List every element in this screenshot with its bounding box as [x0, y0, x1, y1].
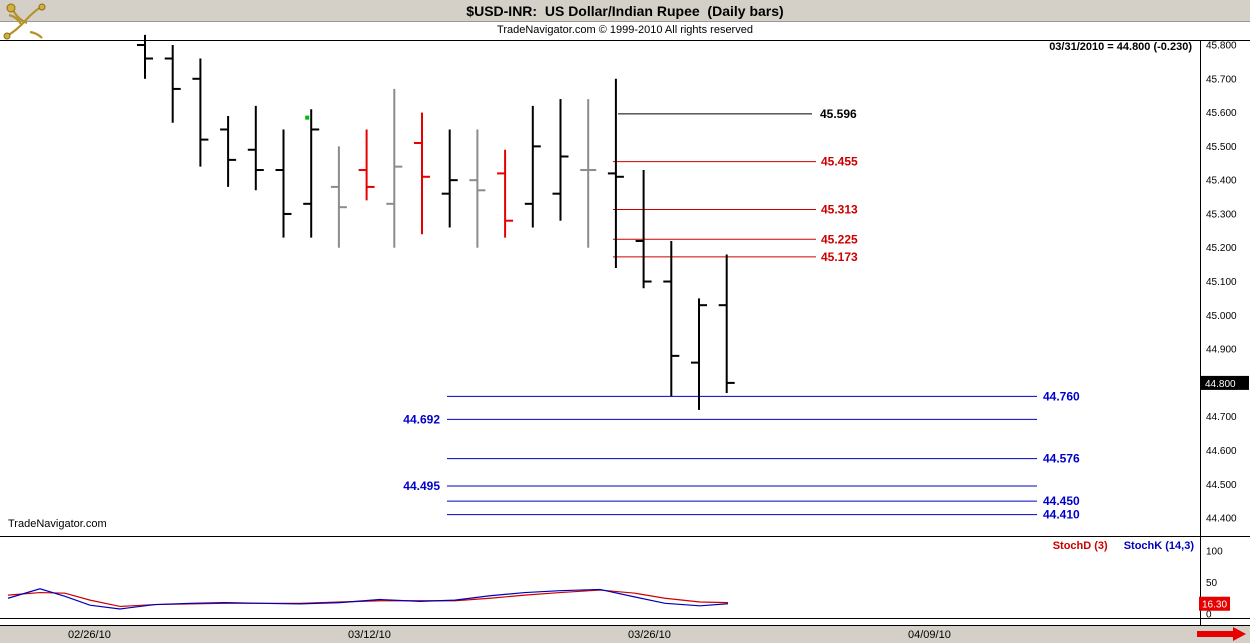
- level-line: 45.313: [613, 203, 858, 217]
- last-quote-text: 03/31/2010 = 44.800 (-0.230): [1049, 41, 1192, 53]
- price-tick-label: 45.400: [1206, 176, 1237, 187]
- stoch-legend: StochD (3) StochK (14,3): [1053, 540, 1194, 552]
- price-bar: [247, 105, 264, 191]
- signal-marker: [305, 115, 310, 120]
- level-line: 44.495: [403, 479, 1037, 493]
- level-label: 45.225: [821, 232, 858, 246]
- stoch-value-badge: [1199, 596, 1230, 611]
- level-line: 44.576: [447, 452, 1080, 466]
- price-bar: [414, 112, 430, 235]
- price-bar: [691, 298, 707, 410]
- price-tick-label: 44.400: [1206, 514, 1237, 525]
- price-tick-label: 44.600: [1206, 446, 1237, 457]
- price-bar: [607, 78, 624, 269]
- price-tick-label: 45.800: [1206, 41, 1237, 52]
- level-label: 44.760: [1043, 389, 1080, 403]
- level-label: 45.313: [821, 203, 858, 217]
- stoch-d-line: [7, 589, 729, 608]
- copyright-text: TradeNavigator.com © 1999-2010 All right…: [497, 24, 753, 36]
- stoch-tick-label: 0: [1206, 610, 1212, 621]
- level-line: 45.596: [618, 107, 857, 121]
- stoch-k-line: [7, 588, 729, 610]
- price-bar: [330, 146, 347, 248]
- level-label: 44.410: [1043, 508, 1080, 522]
- level-label: 45.173: [821, 250, 858, 264]
- price-tick-label: 44.500: [1206, 480, 1237, 491]
- price-bar: [358, 129, 375, 201]
- price-bar: [635, 170, 652, 289]
- current-price-badge: [1201, 375, 1249, 390]
- price-bar: [303, 109, 320, 238]
- level-label: 44.450: [1043, 494, 1080, 508]
- price-bar: [220, 115, 237, 187]
- price-bar: [663, 240, 680, 397]
- price-bar: [718, 254, 735, 394]
- level-label: 45.596: [820, 107, 857, 121]
- price-bar: [552, 99, 569, 221]
- level-line: 44.450: [447, 494, 1080, 508]
- price-tick-label: 45.200: [1206, 243, 1237, 254]
- date-label: 03/12/10: [348, 629, 391, 641]
- price-bar: [497, 149, 514, 238]
- current-price-text: 44.800: [1205, 379, 1236, 390]
- level-line: 45.173: [613, 250, 858, 264]
- watermark-text: TradeNavigator.com: [8, 518, 107, 530]
- price-tick-label: 44.800: [1206, 378, 1237, 389]
- price-bar: [137, 34, 153, 79]
- price-tick-label: 45.100: [1206, 277, 1237, 288]
- price-tick-label: 45.600: [1206, 108, 1237, 119]
- date-axis[interactable]: 02/26/10 03/12/10 03/26/10 04/09/10: [0, 625, 1250, 643]
- price-bar: [441, 129, 458, 228]
- stoch-tick-label: 50: [1206, 578, 1218, 589]
- level-line: 44.410: [447, 508, 1080, 522]
- price-tick-label: 45.300: [1206, 209, 1237, 220]
- price-bar: [164, 45, 181, 123]
- price-tick-label: 44.900: [1206, 345, 1237, 356]
- price-tick-label: 45.700: [1206, 74, 1237, 85]
- level-label: 44.495: [403, 479, 440, 493]
- app-logo-icon: [2, 1, 48, 46]
- level-line: 44.760: [447, 389, 1080, 403]
- level-label: 44.692: [403, 412, 440, 426]
- price-bar: [192, 58, 209, 167]
- price-bar: [386, 88, 403, 248]
- level-label: 44.576: [1043, 452, 1080, 466]
- date-label: 03/26/10: [628, 629, 671, 641]
- chart-title: $USD-INR: US Dollar/Indian Rupee (Daily …: [466, 3, 784, 19]
- stoch-d-label[interactable]: StochD (3): [1052, 540, 1108, 552]
- title-bar: [0, 0, 1250, 22]
- price-tick-label: 45.500: [1206, 142, 1237, 153]
- level-label: 45.455: [821, 155, 858, 169]
- price-bar: [580, 99, 597, 248]
- price-tick-label: 44.700: [1206, 412, 1237, 423]
- price-bar: [275, 129, 292, 238]
- stoch-k-label[interactable]: StochK (14,3): [1123, 540, 1194, 552]
- stoch-value-text: 16.30: [1202, 600, 1227, 611]
- level-line: 45.225: [613, 232, 858, 246]
- price-tick-label: 45.000: [1206, 311, 1237, 322]
- date-label: 02/26/10: [68, 629, 111, 641]
- level-line: 44.692: [403, 412, 1037, 426]
- price-bar: [469, 129, 486, 248]
- date-label: 04/09/10: [908, 629, 951, 641]
- stoch-tick-label: 100: [1206, 547, 1223, 558]
- level-line: 45.455: [613, 155, 858, 169]
- price-bar: [524, 105, 541, 228]
